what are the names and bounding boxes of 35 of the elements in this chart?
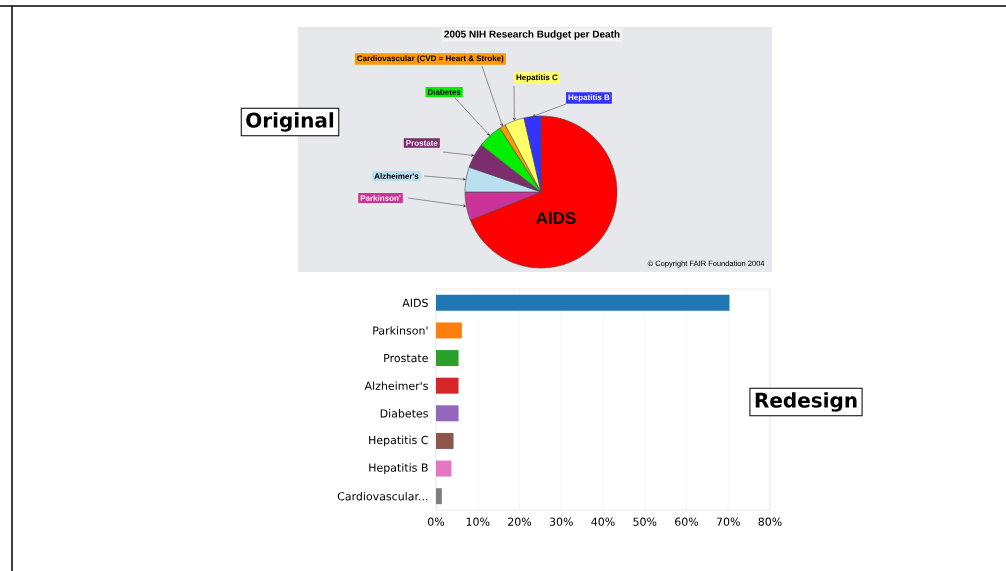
y-tick-label: Prostate (384, 353, 428, 363)
slice-label: Hepatitis B (568, 94, 610, 102)
x-tick-label: 60% (675, 517, 699, 526)
bar (436, 432, 454, 449)
slice-label: Cardiovascular (CVD = Heart & Stroke) (357, 55, 504, 63)
slice-label: Parkinson' (360, 195, 401, 201)
x-tick-label: 70% (716, 517, 740, 526)
slice-label: AIDS (536, 211, 576, 225)
slice-label: Hepatitis C (516, 74, 558, 82)
y-tick-label: Alzheimer's (364, 381, 428, 390)
x-tick-label: 50% (633, 517, 657, 526)
bar (436, 405, 459, 422)
bar (436, 488, 442, 505)
y-tick-label: Hepatitis B (369, 463, 428, 474)
bar (436, 322, 462, 339)
slice-label: Prostate (406, 140, 438, 146)
chart-title: 2005 NIH Research Budget per Death (444, 30, 620, 40)
y-tick-label: AIDS (402, 298, 428, 307)
x-tick-label: 80% (758, 517, 782, 526)
x-tick-label: 20% (508, 517, 532, 526)
x-tick-label: 40% (591, 517, 615, 526)
bar (436, 460, 452, 477)
slice-label: Diabetes (427, 89, 461, 95)
bar (436, 377, 459, 394)
x-tick-label: 10% (466, 517, 490, 526)
bar (436, 294, 730, 311)
x-tick-label: 0% (428, 517, 445, 526)
x-tick-label: 30% (549, 517, 573, 526)
bar (436, 350, 459, 367)
y-tick-label: Hepatitis C (369, 435, 428, 447)
y-tick-label: Parkinson' (373, 326, 428, 335)
annotation: Redesign (755, 392, 857, 412)
y-tick-label: Cardiovascular... (337, 491, 428, 501)
text: Original (246, 112, 334, 132)
y-tick-label: Diabetes (380, 409, 428, 418)
